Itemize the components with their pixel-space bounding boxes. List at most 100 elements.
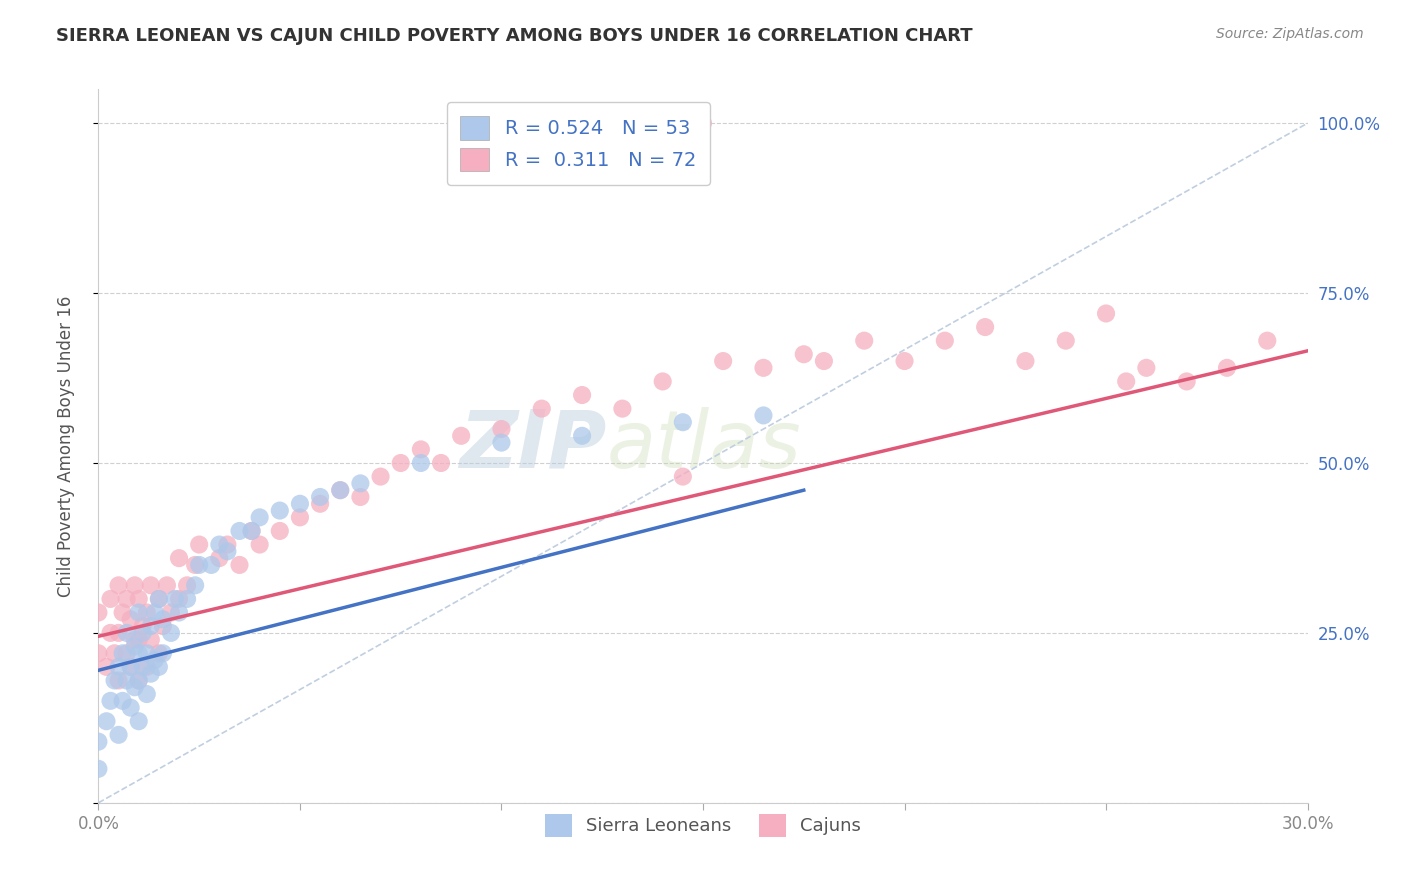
Point (184, 558, 207, 572)
Point (148, 646, 170, 660)
Point (115, 646, 138, 660)
Point (1216, 360, 1239, 375)
Point (1095, 306, 1118, 320)
Point (208, 537, 231, 551)
Point (152, 646, 174, 660)
Point (349, 490, 371, 504)
Point (752, 409, 775, 423)
Point (135, 646, 157, 660)
Point (176, 578, 198, 592)
Point (107, 578, 129, 592)
Point (87, 734, 110, 748)
Point (120, 612, 142, 626)
Point (188, 537, 211, 551)
Point (103, 673, 125, 688)
Point (409, 442, 432, 457)
Point (152, 612, 174, 626)
Point (120, 660, 142, 674)
Point (249, 537, 271, 551)
Point (143, 653, 166, 667)
Point (217, 544, 239, 558)
Point (530, 401, 553, 416)
Point (103, 646, 125, 660)
Point (128, 646, 150, 660)
Point (139, 632, 162, 647)
Point (128, 673, 150, 688)
Point (974, 320, 997, 334)
Point (139, 619, 162, 633)
Point (120, 660, 142, 674)
Point (288, 510, 311, 524)
Point (651, 375, 673, 389)
Point (200, 558, 222, 572)
Point (128, 714, 150, 729)
Point (163, 591, 186, 606)
Point (240, 524, 263, 538)
Point (793, 347, 815, 361)
Point (389, 456, 412, 470)
Point (571, 388, 593, 402)
Point (450, 429, 472, 443)
Point (96, 660, 118, 674)
Point (491, 422, 513, 436)
Point (135, 660, 157, 674)
Point (672, 415, 695, 429)
Point (370, 469, 392, 483)
Text: atlas: atlas (606, 407, 801, 485)
Point (167, 551, 190, 566)
Point (208, 551, 231, 566)
Point (176, 591, 198, 606)
Point (107, 660, 129, 674)
Point (124, 578, 146, 592)
Point (135, 687, 157, 701)
Point (329, 483, 352, 498)
Point (87, 606, 110, 620)
Point (349, 476, 371, 491)
Point (269, 524, 291, 538)
Point (269, 503, 291, 517)
Point (128, 606, 150, 620)
Point (160, 626, 183, 640)
Point (1115, 375, 1137, 389)
Point (139, 666, 162, 681)
Point (139, 578, 162, 592)
Point (160, 606, 183, 620)
Point (1256, 334, 1278, 348)
Point (672, 469, 695, 483)
Point (115, 673, 138, 688)
Point (813, 354, 835, 368)
Point (156, 578, 179, 592)
Point (491, 435, 513, 450)
Point (1014, 354, 1036, 368)
Point (188, 558, 211, 572)
Y-axis label: Child Poverty Among Boys Under 16: Child Poverty Among Boys Under 16 (56, 295, 75, 597)
Point (132, 626, 155, 640)
Point (132, 660, 155, 674)
Point (100, 694, 122, 708)
Point (148, 591, 170, 606)
Point (148, 660, 170, 674)
Point (124, 680, 146, 694)
Point (87, 646, 110, 660)
Point (111, 694, 134, 708)
Point (893, 354, 915, 368)
Point (148, 591, 170, 606)
Point (152, 619, 174, 633)
Point (132, 619, 155, 633)
Point (111, 646, 134, 660)
Legend: Sierra Leoneans, Cajuns: Sierra Leoneans, Cajuns (537, 807, 869, 844)
Point (107, 673, 129, 688)
Point (124, 640, 146, 654)
Point (249, 510, 271, 524)
Point (96, 714, 118, 729)
Point (115, 626, 138, 640)
Point (571, 429, 593, 443)
Point (692, 116, 714, 130)
Point (135, 606, 157, 620)
Point (107, 728, 129, 742)
Point (1175, 375, 1198, 389)
Point (111, 606, 134, 620)
Point (612, 401, 634, 416)
Point (853, 334, 876, 348)
Text: Source: ZipAtlas.com: Source: ZipAtlas.com (1216, 27, 1364, 41)
